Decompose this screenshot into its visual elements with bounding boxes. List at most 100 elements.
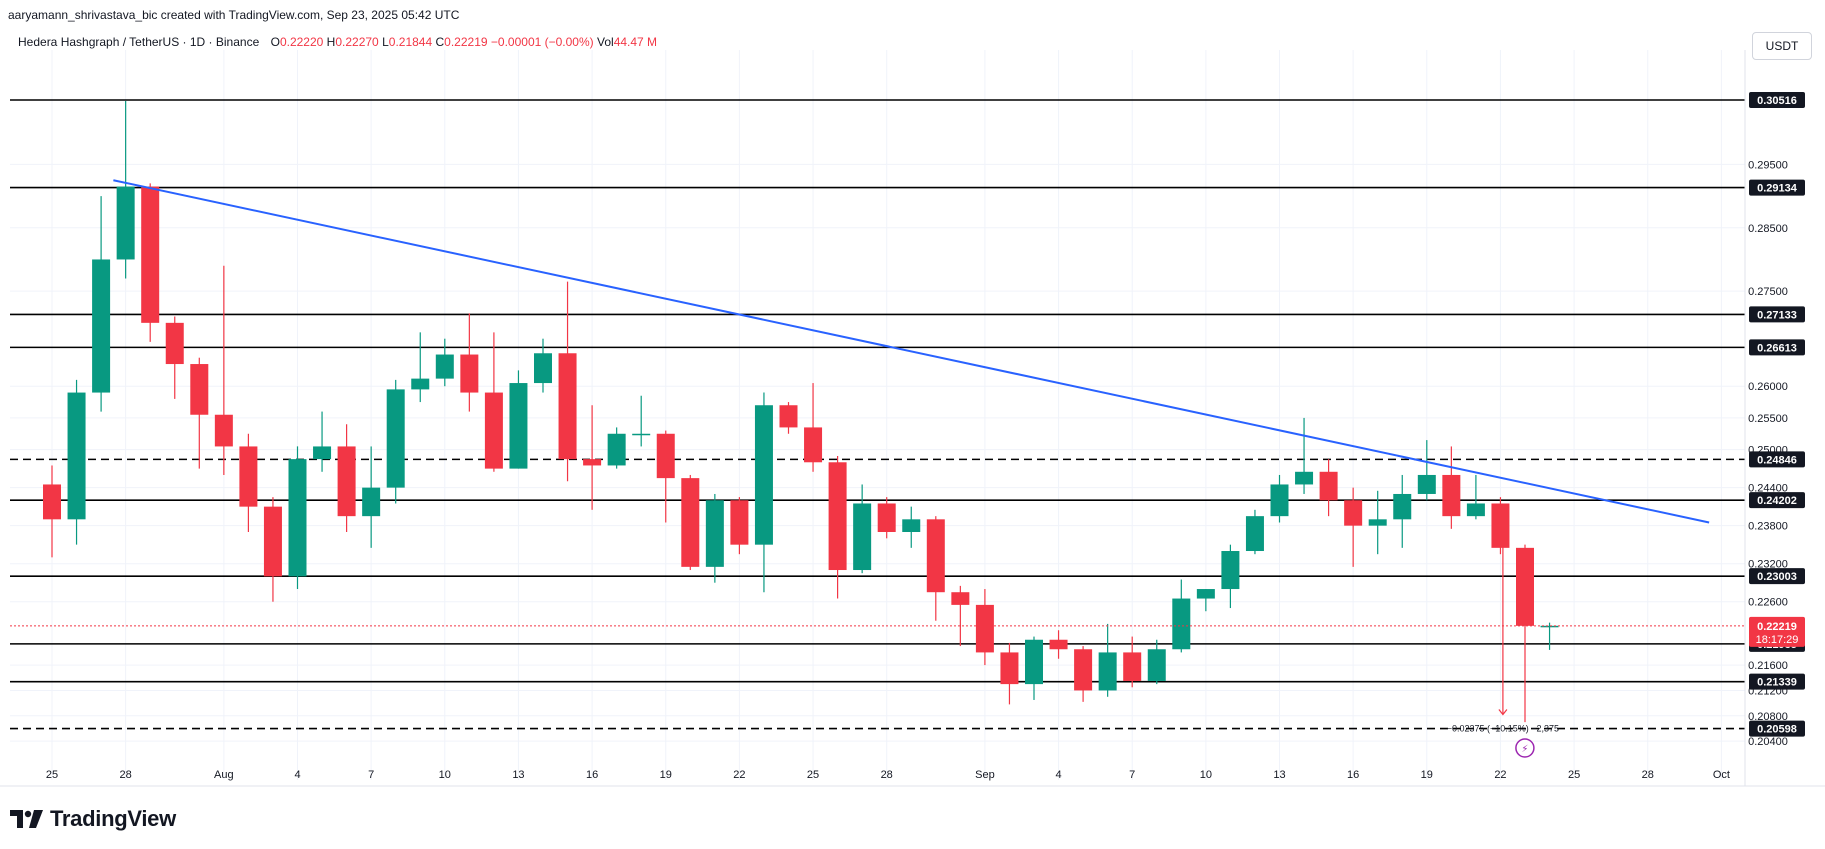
event-marker-symbol: ⚡ xyxy=(1521,744,1528,755)
candle-body xyxy=(804,427,823,463)
candle-body xyxy=(1221,551,1240,590)
y-tick-label: 0.26000 xyxy=(1748,381,1788,393)
x-tick-label: 22 xyxy=(733,769,745,781)
y-tick-label: 0.21600 xyxy=(1748,660,1788,672)
candle xyxy=(460,313,479,412)
tradingview-logo[interactable]: TradingView xyxy=(10,806,176,832)
x-tick-label: 16 xyxy=(586,769,598,781)
x-tick-label: 28 xyxy=(1642,769,1654,781)
candle xyxy=(583,405,602,510)
candle xyxy=(214,265,233,475)
candle-body xyxy=(411,378,430,390)
candle-body xyxy=(1516,547,1534,626)
candle-body xyxy=(951,592,970,605)
candle xyxy=(804,383,823,472)
trend-line xyxy=(113,179,1710,524)
candle-body xyxy=(1491,503,1510,548)
candle xyxy=(975,589,994,666)
level-price-label: 0.30516 xyxy=(1757,95,1797,107)
x-tick-label: 7 xyxy=(1129,769,1135,781)
ohlc-high-label: H xyxy=(326,35,336,49)
candle xyxy=(1049,630,1068,659)
candle-body xyxy=(583,459,602,466)
candle-body xyxy=(460,354,479,393)
candle-body xyxy=(1540,625,1559,628)
level-price-badge xyxy=(1749,492,1805,509)
y-tick-label: 0.20400 xyxy=(1748,736,1788,748)
candle-body xyxy=(190,364,209,415)
x-tick-label: Oct xyxy=(1713,769,1730,781)
candle xyxy=(558,281,577,482)
chart-drawings: −0.02375 (−10.15%) −2,375 ⚡ xyxy=(10,179,1745,758)
candle-body xyxy=(1270,484,1289,517)
candle xyxy=(1074,646,1093,702)
candle xyxy=(288,446,307,590)
volume-value: 44.47 M xyxy=(613,35,658,49)
candle-body xyxy=(1000,652,1019,685)
candle xyxy=(1417,440,1436,501)
symbol-title: Hedera Hashgraph / TetherUS · 1D · Binan… xyxy=(18,35,260,49)
candle xyxy=(1368,490,1387,555)
x-tick-label: 10 xyxy=(1200,769,1212,781)
candle-body xyxy=(1172,598,1191,650)
candle xyxy=(1245,509,1264,555)
candle-body xyxy=(1147,649,1166,681)
currency-selector[interactable]: USDT xyxy=(1752,32,1812,60)
candle xyxy=(92,196,111,412)
level-price-badge xyxy=(1749,673,1805,690)
y-tick-label: 0.24400 xyxy=(1748,483,1788,495)
x-tick-label: 28 xyxy=(881,769,893,781)
level-price-label: 0.23003 xyxy=(1757,571,1797,583)
y-tick-label: 0.25500 xyxy=(1748,413,1788,425)
candle xyxy=(534,338,552,393)
level-price-badge xyxy=(1749,451,1805,468)
countdown-label: 18:17:29 xyxy=(1756,634,1799,646)
level-price-label: 0.20598 xyxy=(1757,724,1797,736)
candle xyxy=(754,392,773,593)
candle-body xyxy=(1245,516,1264,552)
brand-name: TradingView xyxy=(50,806,176,831)
candle-body xyxy=(754,405,773,545)
level-price-label: 0.24846 xyxy=(1757,454,1797,466)
tradingview-logo-icon xyxy=(10,810,43,828)
x-tick-label: 25 xyxy=(1568,769,1580,781)
candle-body xyxy=(337,446,356,517)
level-price-label: 0.27133 xyxy=(1757,309,1797,321)
candle-body xyxy=(1074,649,1093,691)
candle xyxy=(313,411,332,472)
candle-body xyxy=(902,519,921,532)
candle-body xyxy=(681,478,700,567)
level-price-badge xyxy=(1749,92,1805,108)
level-price-badge xyxy=(1749,339,1805,356)
candle-body xyxy=(730,500,749,545)
horizontal-levels xyxy=(10,99,1745,730)
candle-body xyxy=(779,405,798,428)
x-tick-label: 25 xyxy=(807,769,819,781)
candle xyxy=(1123,636,1142,688)
price-change: −0.00001 (−0.00%) xyxy=(490,35,594,49)
candle xyxy=(1344,487,1363,567)
candle xyxy=(853,484,872,574)
candle xyxy=(1000,642,1019,705)
candle xyxy=(1221,544,1240,609)
candle xyxy=(1270,474,1289,523)
candle xyxy=(1516,544,1534,723)
x-tick-label: 22 xyxy=(1494,769,1506,781)
candle-body xyxy=(214,414,233,447)
x-tick-label: Aug xyxy=(214,769,234,781)
candle xyxy=(263,497,282,602)
x-tick-label: 19 xyxy=(660,769,672,781)
candle xyxy=(1491,497,1510,555)
ohlc-open-value: 0.22220 xyxy=(279,35,324,49)
candle xyxy=(1295,417,1314,494)
x-tick-label: 4 xyxy=(1055,769,1061,781)
candle-body xyxy=(43,484,61,520)
candle-body xyxy=(1466,503,1485,517)
x-tick-label: 19 xyxy=(1421,769,1433,781)
candle-body xyxy=(67,392,86,520)
candle xyxy=(509,370,528,469)
candle xyxy=(1319,459,1338,517)
candle xyxy=(1147,639,1166,685)
candle-body xyxy=(362,487,381,517)
